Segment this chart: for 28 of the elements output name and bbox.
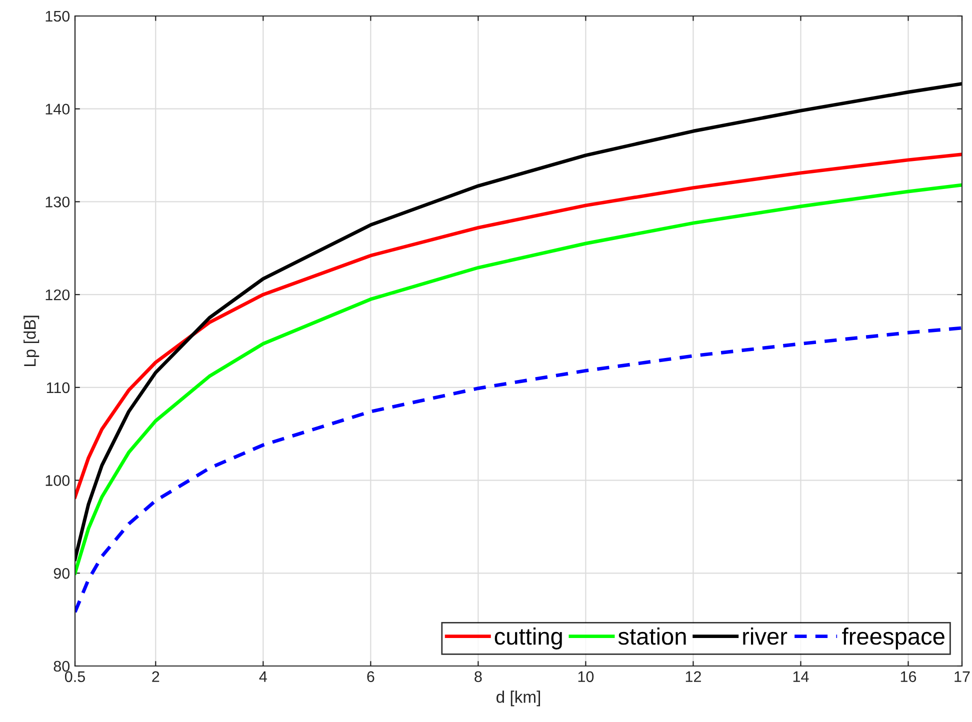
y-tick-label: 100 [46, 475, 70, 486]
y-tick-label: 90 [54, 568, 70, 579]
y-tick-label: 150 [46, 10, 70, 22]
legend-label: freespace [842, 627, 944, 650]
x-tick-label: 17 [954, 671, 970, 682]
y-tick-label: 110 [46, 382, 70, 394]
x-tick-label: 8 [474, 671, 482, 682]
line-series [75, 326, 962, 614]
line-series [75, 82, 962, 561]
y-tick-label: 130 [46, 196, 70, 208]
x-tick-label: 6 [367, 671, 374, 682]
x-tick-label: 4 [259, 671, 267, 682]
x-tick-label: 16 [900, 671, 916, 682]
y-axis-title: Lp [dB] [24, 316, 40, 366]
x-tick-label: 14 [793, 671, 809, 682]
x-axis-title: d [km] [496, 690, 540, 706]
legend-label: river [743, 627, 788, 645]
line-series [75, 183, 962, 575]
y-tick-label: 140 [46, 104, 70, 115]
y-tick-label: 80 [54, 660, 70, 672]
legend-label: station [618, 627, 686, 645]
x-tick-label: 12 [686, 671, 701, 682]
x-tick-label: 0.5 [64, 671, 85, 682]
y-tick-label: 120 [46, 289, 70, 300]
line-series [75, 152, 962, 499]
x-tick-label: 2 [152, 671, 160, 682]
legend-label: cutting [494, 627, 562, 650]
x-tick-label: 10 [578, 671, 594, 682]
